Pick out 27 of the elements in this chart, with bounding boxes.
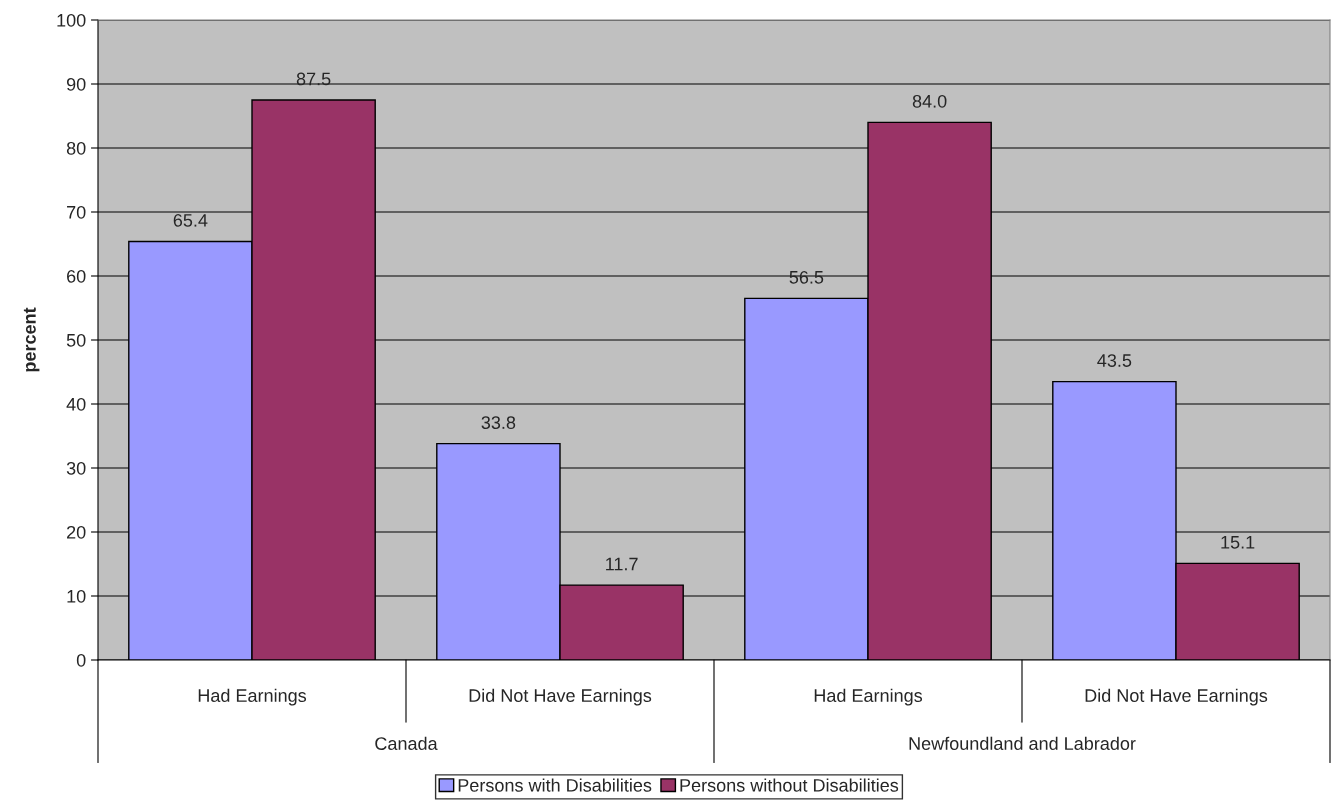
data-label: 43.5 bbox=[1097, 354, 1132, 367]
y-tick-label: 80 bbox=[66, 141, 86, 155]
x-tick-label: Had Earnings bbox=[198, 688, 307, 706]
x-tick-label: Did Not Have Earnings bbox=[469, 688, 652, 706]
data-label: 87.5 bbox=[296, 72, 331, 86]
y-tick-label: 10 bbox=[67, 589, 86, 603]
y-tick-label: 90 bbox=[66, 77, 86, 91]
y-tick-label: 50 bbox=[66, 333, 86, 347]
y-tick-label: 70 bbox=[67, 205, 86, 219]
x-tick-label: Did Not Have Earnings bbox=[1085, 688, 1268, 706]
data-label: 11.7 bbox=[606, 557, 638, 571]
text: Newfoundland and Labrador bbox=[909, 736, 1136, 750]
y-tick-label: 30 bbox=[66, 461, 86, 475]
legend-label: Persons without Disabilities bbox=[680, 778, 899, 792]
data-label: 33.8 bbox=[481, 416, 516, 429]
data-label: 15.1 bbox=[1221, 536, 1255, 549]
y-tick-label: 0 bbox=[76, 653, 86, 667]
y-tick-label: 20 bbox=[67, 525, 86, 539]
data-label: 65.4 bbox=[173, 213, 208, 227]
y-tick-label: 60 bbox=[67, 269, 86, 283]
x-tick-label: Had Earnings bbox=[814, 688, 923, 706]
y-tick-label: 100 bbox=[57, 13, 86, 27]
y-axis-title: percent bbox=[23, 307, 40, 372]
legend-label: Persons with Disabilities bbox=[458, 778, 652, 792]
y-tick-label: 40 bbox=[66, 397, 86, 411]
text: Canada bbox=[375, 736, 438, 750]
data-label: 84.0 bbox=[912, 94, 947, 108]
